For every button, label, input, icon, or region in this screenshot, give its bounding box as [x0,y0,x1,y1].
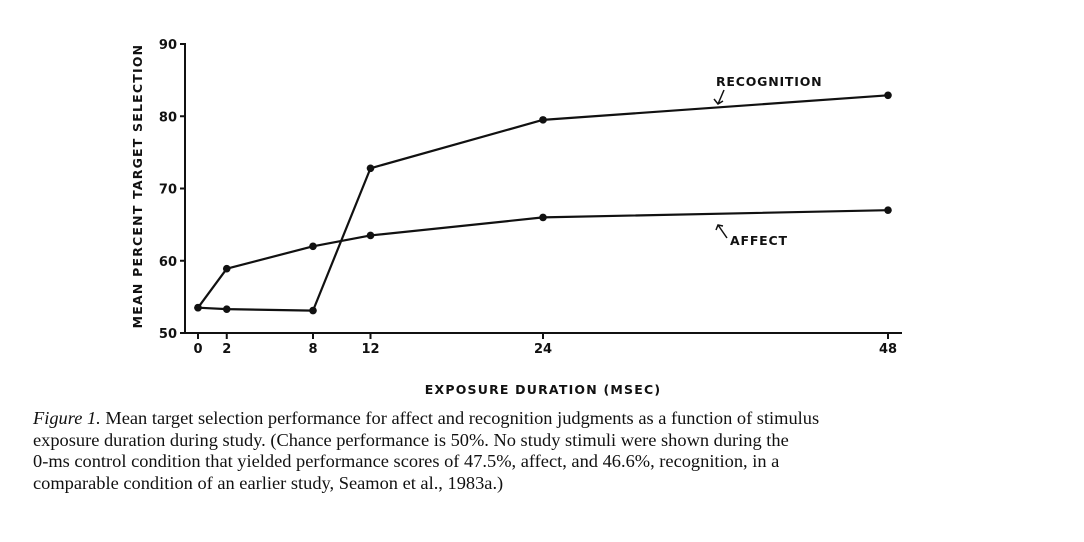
y-tick-label: 80 [159,110,177,125]
caption-line-1: Figure 1. Mean target selection performa… [33,408,1053,430]
x-tick-label: 24 [534,342,552,357]
data-point-recognition [539,116,547,124]
y-tick-label: 70 [159,183,177,198]
series-line-affect [197,209,889,309]
x-tick-label: 0 [193,342,202,357]
y-tick-label: 50 [159,327,177,342]
data-point-affect [539,213,547,222]
caption-line-3: 0-ms control condition that yielded perf… [33,451,780,471]
data-point-recognition [884,91,892,100]
series-label-affect: AFFECT [730,233,788,248]
affect-arrow [715,224,728,239]
data-point-affect [194,303,202,312]
caption-line-4: comparable condition of an earlier study… [33,472,504,493]
recognition-arrow [713,89,725,105]
caption-label: Figure 1. [33,408,101,428]
y-tick-label: 90 [159,38,177,53]
series-layer [194,91,892,315]
data-point-affect [309,242,317,251]
data-point-affect [366,231,375,240]
data-point-recognition [309,306,317,315]
data-point-affect [222,264,231,273]
x-tick-label: 2 [222,342,231,357]
x-tick-label: 8 [308,342,317,357]
y-tick-label: 60 [159,255,177,270]
figure-caption: Figure 1. Mean target selection performa… [33,408,1053,494]
data-point-recognition [366,164,375,173]
x-tick-label: 12 [361,342,379,357]
line-chart: 50 60 70 80 90 0 2 8 12 24 48 MEAN PERCENT TARGET… [130,38,902,397]
series-label-recognition: RECOGNITION [716,74,822,89]
x-tick-label: 48 [879,342,897,357]
caption-text-1: Mean target selection performance for af… [100,408,820,428]
data-point-recognition [222,305,231,313]
y-axis-label: MEAN PERCENT TARGET SELECTION [130,44,145,329]
y-axis-ticks: 50 60 70 80 90 [159,38,185,342]
series-line-recognition [197,94,889,312]
caption-line-2: exposure duration during study. (Chance … [33,429,789,450]
x-axis-label: EXPOSURE DURATION (MSEC) [425,382,661,397]
x-axis-ticks: 0 2 8 12 24 48 [193,333,897,357]
data-point-affect [884,206,892,214]
